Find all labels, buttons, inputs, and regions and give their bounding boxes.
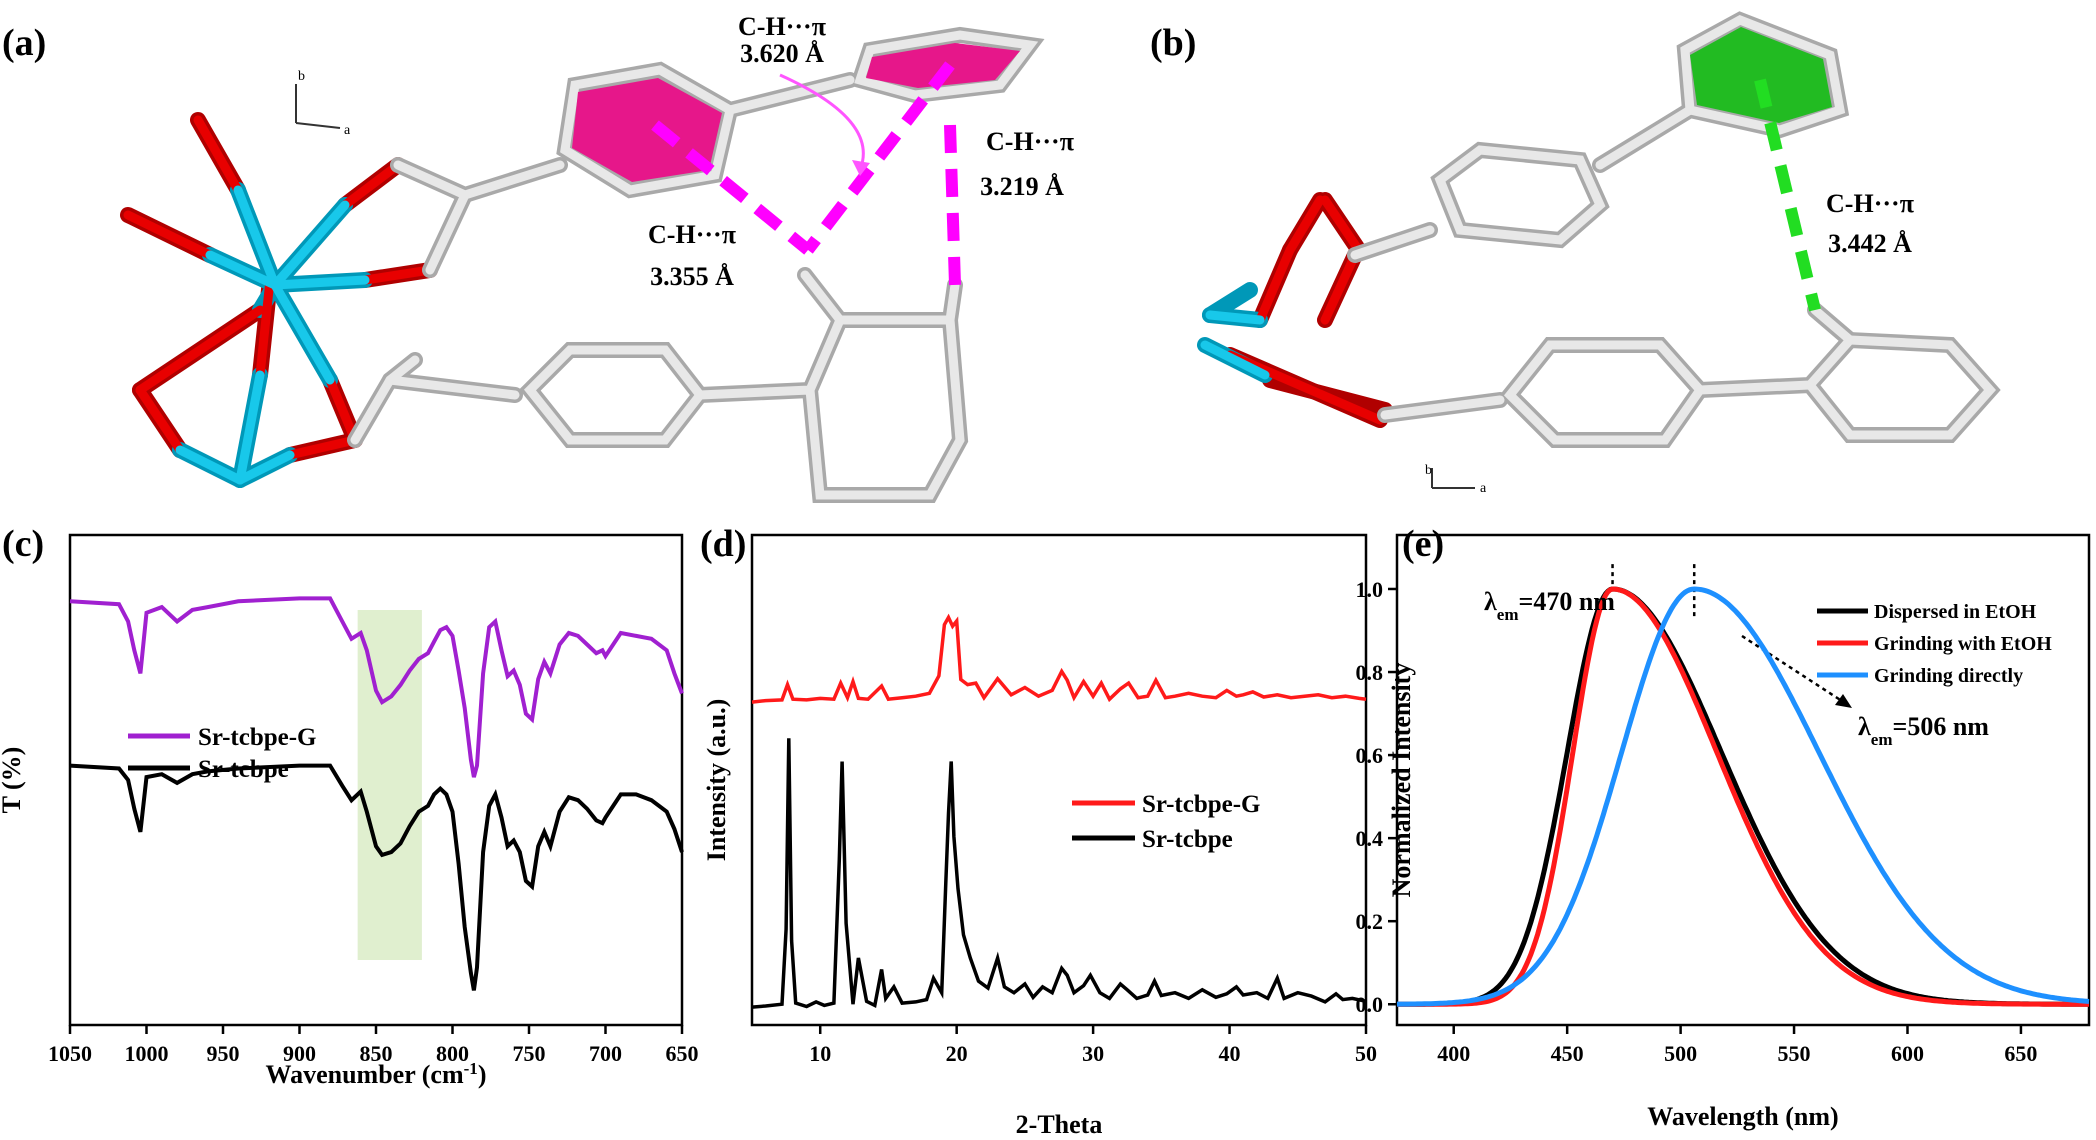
xrd-x-tick-label: 40 bbox=[1219, 1041, 1241, 1066]
axis-indicator-a: b a bbox=[295, 69, 351, 138]
ir-x-tick-label: 1000 bbox=[125, 1041, 169, 1066]
pl-y-tick-label: 1.0 bbox=[1356, 577, 1384, 602]
ir-series-sr-tcbpe-g bbox=[69, 596, 684, 778]
pl-y-tick-label: 0.8 bbox=[1356, 660, 1384, 685]
pl-peak2-arrowhead bbox=[1835, 694, 1852, 708]
xrd-x-tick-label: 10 bbox=[809, 1041, 831, 1066]
pl-x-tick-label: 550 bbox=[1778, 1041, 1811, 1066]
contacts-a bbox=[651, 61, 961, 286]
contact-a3-type: C-H···π bbox=[648, 220, 736, 249]
ir-x-tick-label: 1050 bbox=[48, 1041, 92, 1066]
pi-ring-b bbox=[1690, 27, 1832, 123]
ligand-frame-b bbox=[1197, 11, 2001, 448]
xrd-legend-label-g: Sr-tcbpe-G bbox=[1142, 791, 1261, 818]
pl-y-axis-label: Normalized Intensity bbox=[1387, 663, 1416, 898]
contact-a1-type: C-H···π bbox=[738, 12, 826, 41]
panel-d: (d) 10 20 30 40 50 Sr-tcbpe-G Sr-tcbpe Inten… bbox=[700, 523, 1377, 1139]
pl-legend-label-1: Grinding with EtOH bbox=[1874, 633, 2052, 655]
ir-x-tick-label: 800 bbox=[436, 1041, 469, 1066]
panel-a: (a) b a bbox=[2, 12, 1074, 503]
ir-x-tick-label: 750 bbox=[513, 1041, 546, 1066]
xrd-frame bbox=[750, 533, 1368, 1027]
ir-x-tick-label: 900 bbox=[283, 1041, 316, 1066]
panel-a-label: (a) bbox=[2, 22, 46, 64]
ir-legend-label: Sr-tcbpe bbox=[198, 756, 289, 783]
ir-x-axis-label: Wavenumber (cm-1) bbox=[266, 1059, 487, 1090]
pl-frame bbox=[1395, 533, 2091, 1027]
ir-highlight-band bbox=[357, 610, 422, 960]
pl-peak2-arrow bbox=[1741, 634, 1846, 705]
xrd-x-tick-label: 20 bbox=[946, 1041, 968, 1066]
pl-y-tick-label: 0.6 bbox=[1356, 743, 1384, 768]
panel-d-label: (d) bbox=[700, 523, 746, 565]
pi-ring-1 bbox=[572, 78, 722, 182]
ir-legend-label-g: Sr-tcbpe-G bbox=[198, 724, 317, 751]
xrd-x-tick-label: 50 bbox=[1355, 1041, 1377, 1066]
panel-c: (c) 1050 1000 950 900 850 800 750 700 650 Sr-tcb… bbox=[0, 523, 699, 1089]
contact-a1-distance: 3.620 Å bbox=[740, 39, 824, 68]
pl-x-tick-label: 500 bbox=[1664, 1041, 1697, 1066]
pl-x-axis-label: Wavelength (nm) bbox=[1647, 1102, 1838, 1131]
ir-x-tick-label: 950 bbox=[207, 1041, 240, 1066]
pl-y-tick-label: 0.0 bbox=[1356, 992, 1384, 1017]
pl-x-tick-label: 600 bbox=[1891, 1041, 1924, 1066]
ir-x-ticks: 1050 1000 950 900 850 800 750 700 650 bbox=[48, 1025, 699, 1066]
pl-peak1-label: λem=470 nm bbox=[1484, 587, 1615, 624]
ir-x-tick-label: 700 bbox=[589, 1041, 622, 1066]
xrd-x-ticks: 10 20 30 40 50 bbox=[809, 1025, 1377, 1066]
pl-y-tick-label: 0.2 bbox=[1356, 909, 1384, 934]
xrd-y-axis-label: Intensity (a.u.) bbox=[702, 699, 731, 862]
metal-cluster bbox=[120, 112, 438, 488]
xrd-x-axis-label: 2-Theta bbox=[1016, 1110, 1103, 1139]
contact-b1-type: C-H···π bbox=[1826, 189, 1914, 218]
contact-b1-distance: 3.442 Å bbox=[1828, 229, 1912, 258]
contact-b-dash bbox=[1754, 78, 1821, 312]
axis-indicator-b: b a bbox=[1425, 463, 1487, 496]
xrd-series-sr-tcbpe bbox=[751, 738, 1367, 1009]
ir-series-sr-tcbpe bbox=[69, 763, 684, 991]
pl-legend-label-0: Dispersed in EtOH bbox=[1874, 601, 2037, 623]
pl-peak2-label: λem=506 nm bbox=[1858, 712, 1989, 749]
xrd-series-sr-tcbpe-g bbox=[751, 613, 1367, 704]
contact-a2-distance: 3.219 Å bbox=[980, 172, 1064, 201]
panel-e: (e) 400 450 500 550 600 650 0.0 0.2 0.4 0.6 0.8 1.0… bbox=[1356, 523, 2091, 1131]
pl-x-tick-label: 650 bbox=[2004, 1041, 2037, 1066]
axis-b-label: b bbox=[298, 69, 305, 84]
pl-series-grinding-direct bbox=[1397, 586, 2090, 1007]
panel-b: (b) b a bbox=[1150, 11, 2001, 496]
panel-b-label: (b) bbox=[1150, 22, 1196, 64]
axis-a-label-b: a bbox=[1480, 481, 1487, 496]
xrd-legend-label: Sr-tcbpe bbox=[1142, 826, 1233, 853]
ligand-frame-a bbox=[347, 26, 1045, 503]
axis-a-label: a bbox=[344, 123, 351, 138]
pl-x-tick-label: 450 bbox=[1551, 1041, 1584, 1066]
contact-a3-distance: 3.355 Å bbox=[650, 262, 734, 291]
pl-legend-label-2: Grinding directly bbox=[1874, 665, 2023, 687]
pl-ticks: 400 450 500 550 600 650 0.0 0.2 0.4 0.6 0.8 1.0 bbox=[1356, 577, 2038, 1066]
ir-y-axis-label: T (%) bbox=[0, 747, 26, 814]
pl-y-tick-label: 0.4 bbox=[1356, 826, 1384, 851]
axis-b-label-b: b bbox=[1425, 463, 1432, 478]
contact-a2-type: C-H···π bbox=[986, 127, 1074, 156]
xrd-x-tick-label: 30 bbox=[1082, 1041, 1104, 1066]
pl-x-tick-label: 400 bbox=[1437, 1041, 1470, 1066]
ir-x-tick-label: 650 bbox=[666, 1041, 699, 1066]
ir-x-tick-label: 850 bbox=[360, 1041, 393, 1066]
panel-c-label: (c) bbox=[2, 523, 44, 565]
panel-e-label: (e) bbox=[1402, 523, 1444, 565]
